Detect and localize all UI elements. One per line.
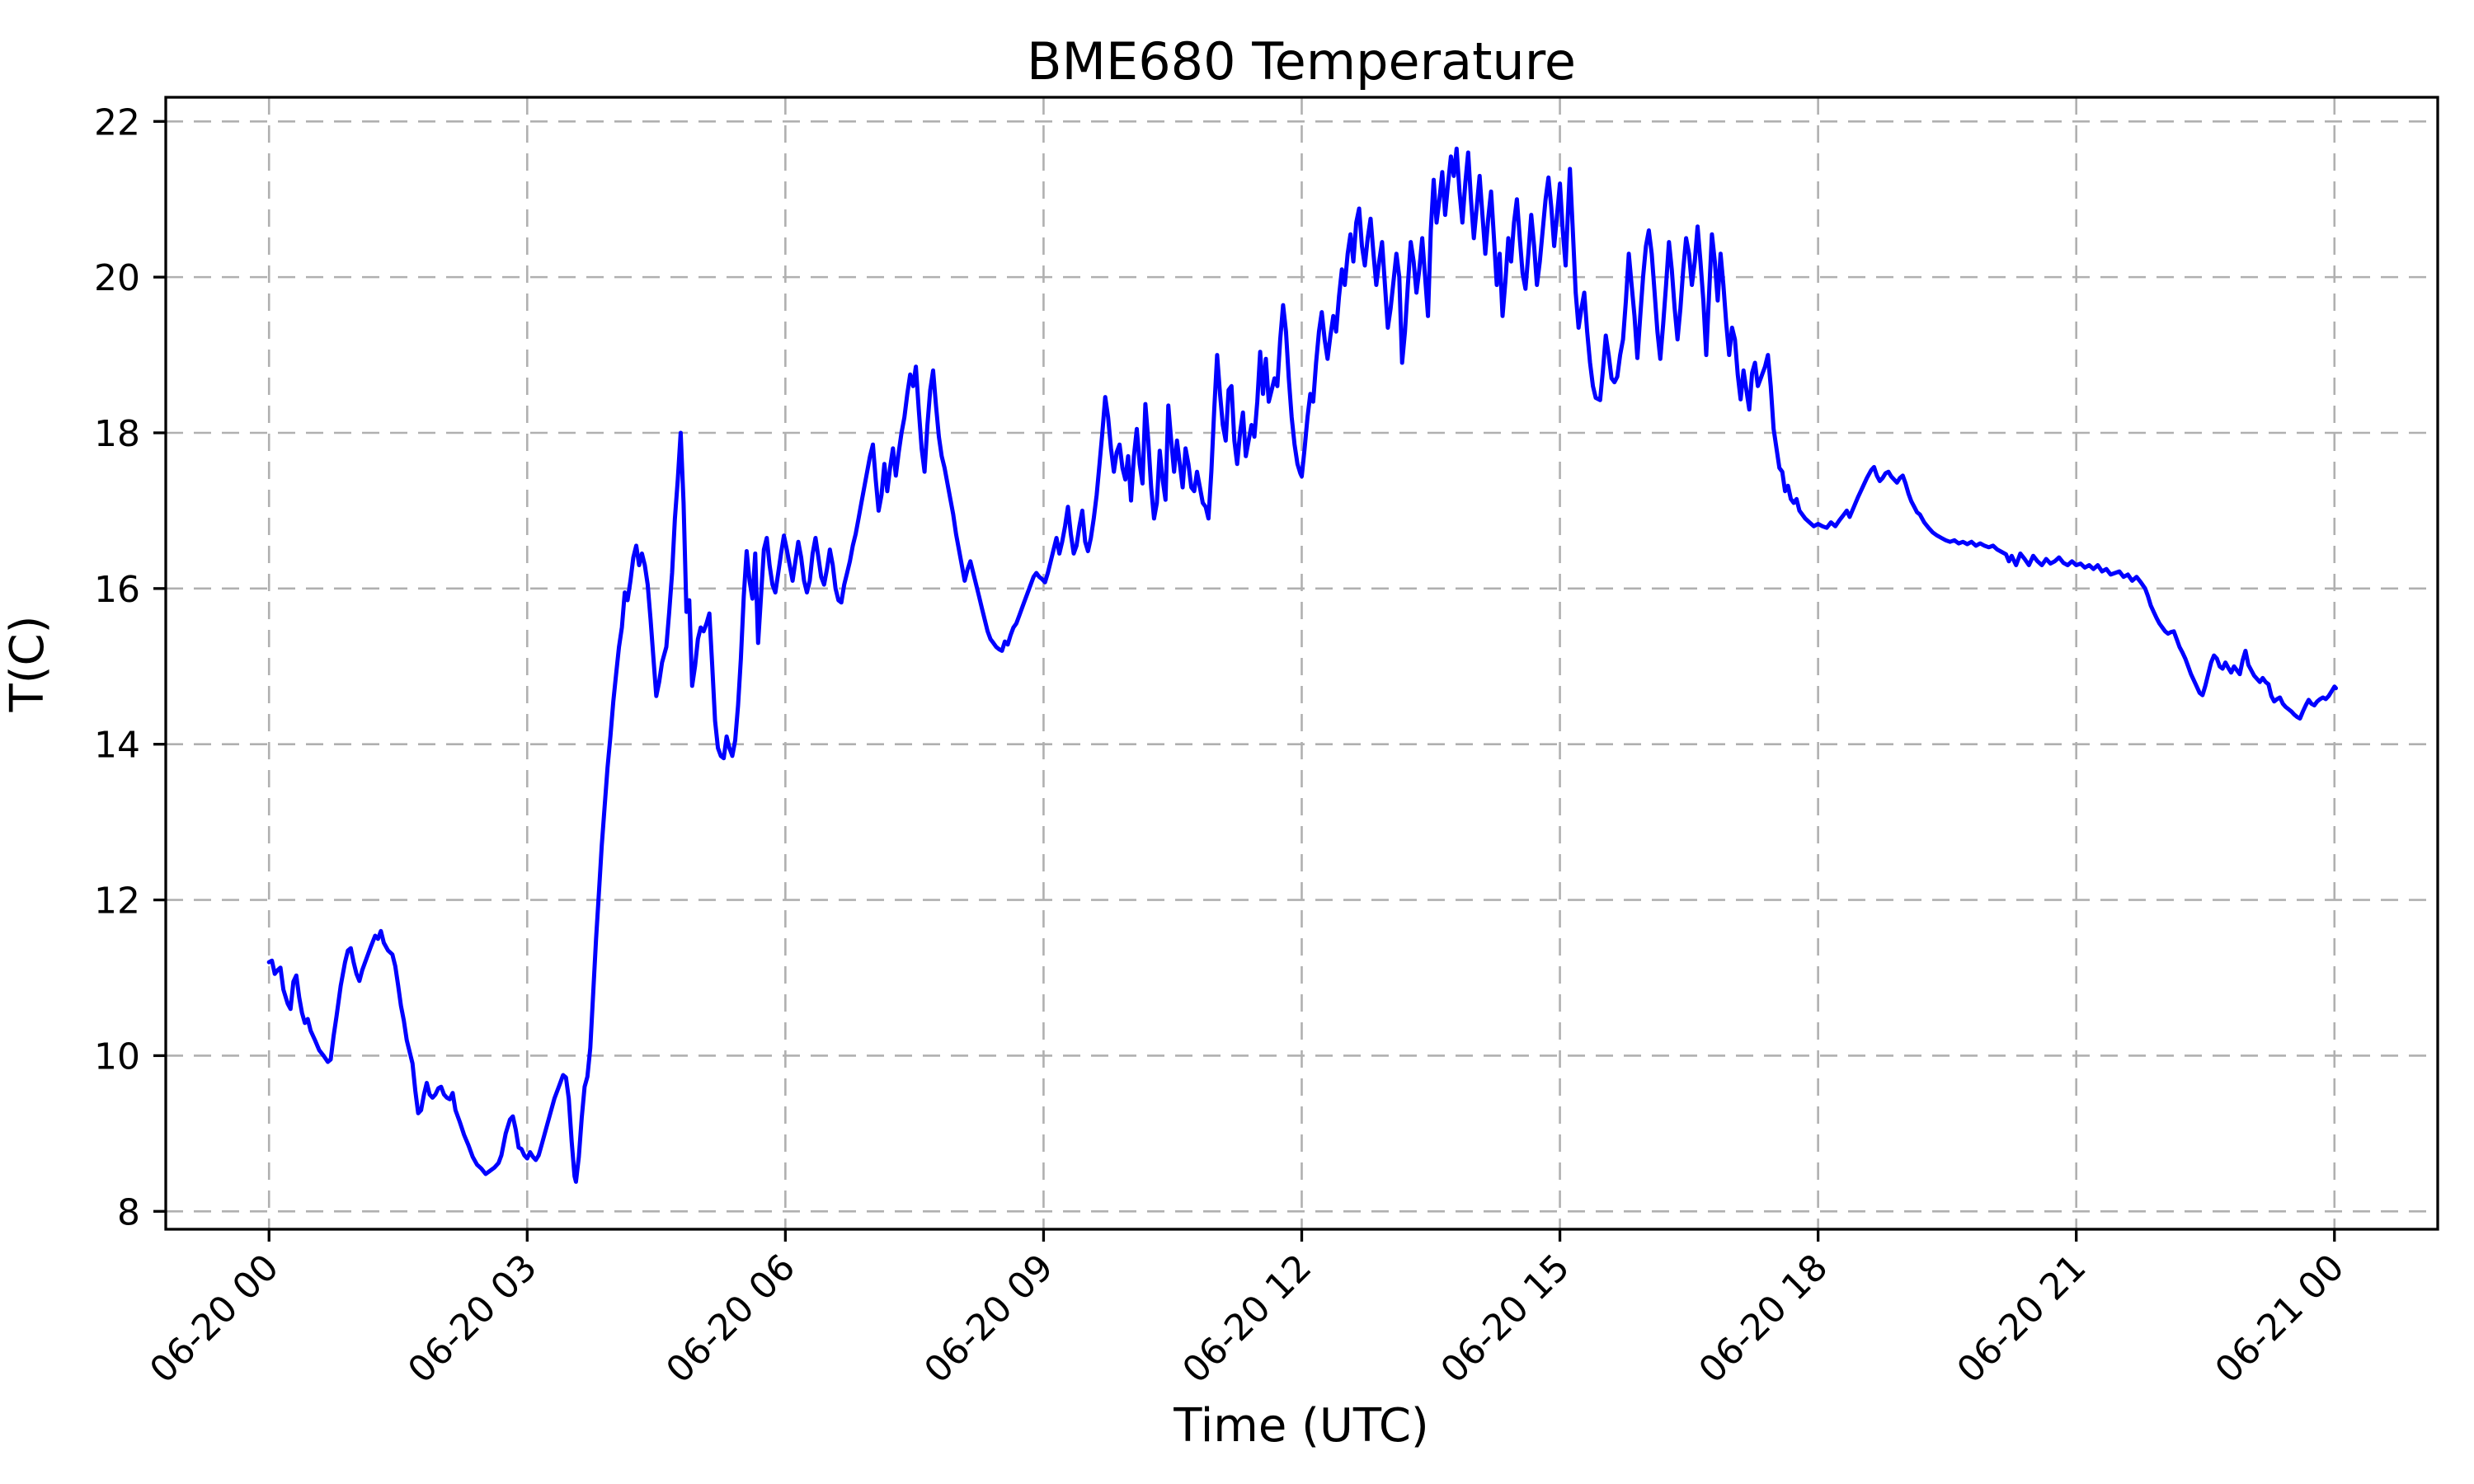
ticklabel-layer: 06-20 00 06-20 03 06-20 06 06-20 09 06-20 12… xyxy=(94,101,2353,1391)
x-tick-label: 06-20 15 xyxy=(1432,1247,1578,1392)
x-tick-label: 06-20 18 xyxy=(1691,1247,1836,1392)
series-layer xyxy=(266,146,2338,1184)
y-tick-label: 14 xyxy=(94,725,140,767)
y-tick-label: 18 xyxy=(94,413,140,455)
y-tick-label: 20 xyxy=(94,257,140,299)
axes-layer xyxy=(153,96,2439,1242)
grid-layer xyxy=(166,97,2438,1229)
x-tick-label: 06-21 00 xyxy=(2208,1247,2353,1392)
x-tick-label: 06-20 09 xyxy=(916,1247,1061,1392)
x-tick-label: 06-20 00 xyxy=(142,1247,287,1392)
x-axis-label: Time (UTC) xyxy=(1173,1399,1429,1453)
y-tick-label: 8 xyxy=(117,1191,140,1233)
y-axis-label: T(C) xyxy=(1,615,54,712)
chart-title: BME680 Temperature xyxy=(1027,31,1576,92)
y-tick-label: 16 xyxy=(94,569,140,611)
x-tick-label: 06-20 21 xyxy=(1950,1247,2095,1392)
y-tick-label: 10 xyxy=(94,1036,140,1078)
x-tick-label: 06-20 03 xyxy=(400,1247,545,1392)
temperature-line xyxy=(266,146,2338,1184)
x-tick-label: 06-20 12 xyxy=(1174,1247,1319,1392)
y-tick-label: 22 xyxy=(94,101,140,143)
y-tick-label: 12 xyxy=(94,881,140,923)
x-tick-label: 06-20 06 xyxy=(658,1247,803,1392)
